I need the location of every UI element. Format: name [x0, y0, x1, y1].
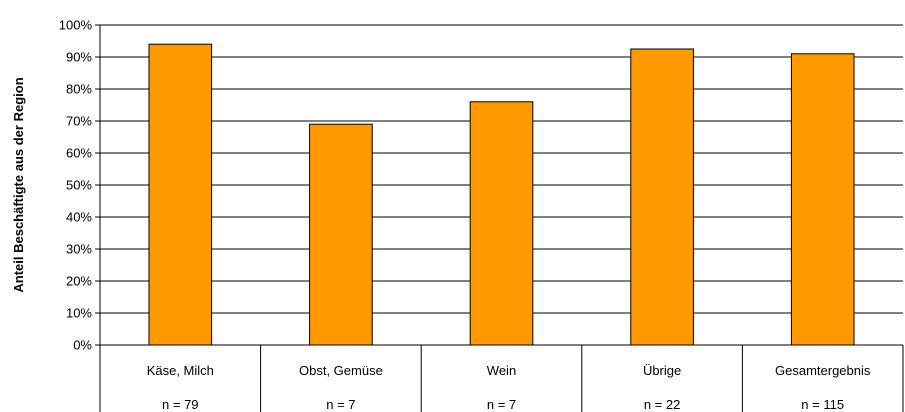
- bar: [148, 43, 213, 346]
- sample-size-label: n = 22: [644, 397, 681, 412]
- y-tick-label: 20%: [66, 274, 92, 289]
- category-label: Wein: [487, 363, 516, 378]
- bar: [790, 53, 855, 346]
- y-tick-label: 40%: [66, 210, 92, 225]
- y-tick-label: 70%: [66, 114, 92, 129]
- y-tick-label: 100%: [59, 18, 93, 33]
- y-tick-label: 30%: [66, 242, 92, 257]
- category-label: Käse, Milch: [147, 363, 214, 378]
- x-axis-table: Käse, Milch n = 79 Obst, Gemüse n = 7 Wein n …: [99, 344, 904, 412]
- category-label: Gesamtergebnis: [775, 363, 871, 378]
- bar: [469, 101, 534, 346]
- bar: [309, 123, 373, 346]
- sample-size-label: n = 7: [487, 397, 516, 412]
- y-axis-ticks: 0% 10% 20% 30% 40% 50% 60% 70% 80% 90% 100%: [59, 18, 101, 353]
- y-tick-label: 60%: [66, 146, 92, 161]
- y-axis-label: Anteil Beschäftigte aus der Region: [11, 77, 26, 292]
- category-label: Übrige: [643, 363, 681, 378]
- sample-size-label: n = 79: [162, 397, 199, 412]
- y-tick-label: 10%: [66, 306, 92, 321]
- y-tick-label: 0%: [73, 338, 92, 353]
- bars: [148, 43, 855, 346]
- y-tick-label: 50%: [66, 178, 92, 193]
- y-tick-label: 80%: [66, 82, 92, 97]
- sample-size-label: n = 7: [326, 397, 355, 412]
- y-tick-label: 90%: [66, 50, 92, 65]
- bar: [630, 48, 694, 346]
- category-label: Obst, Gemüse: [299, 363, 383, 378]
- sample-size-label: n = 115: [801, 397, 844, 412]
